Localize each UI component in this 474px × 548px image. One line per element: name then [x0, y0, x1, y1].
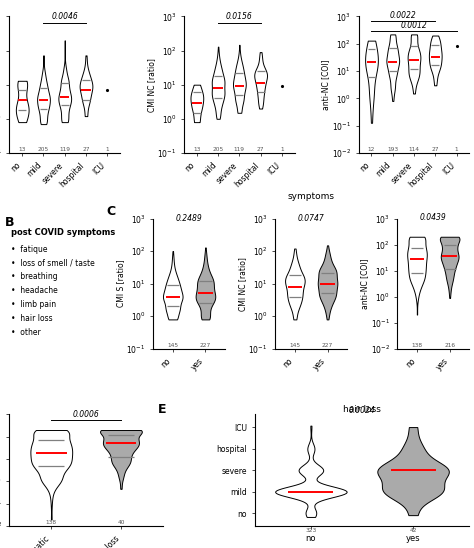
Text: 205: 205	[212, 146, 224, 152]
Text: 0.0046: 0.0046	[51, 12, 78, 21]
Y-axis label: anti-NC [COI]: anti-NC [COI]	[360, 259, 369, 309]
Text: 227: 227	[200, 342, 211, 347]
Text: 0.0156: 0.0156	[226, 12, 253, 21]
Text: 114: 114	[409, 147, 419, 152]
Text: 0.0024: 0.0024	[348, 407, 375, 415]
Text: 227: 227	[322, 342, 333, 347]
Text: 119: 119	[234, 146, 245, 152]
Text: •  hair loss: • hair loss	[11, 315, 53, 323]
Title: hair loss: hair loss	[343, 404, 381, 414]
Text: 40: 40	[117, 520, 125, 525]
Text: 1: 1	[280, 146, 284, 152]
Y-axis label: CMI NC [ratio]: CMI NC [ratio]	[238, 256, 247, 311]
Text: 138: 138	[411, 342, 422, 348]
Text: 145: 145	[167, 342, 178, 347]
Text: 0.0439: 0.0439	[420, 213, 447, 222]
Text: 145: 145	[289, 342, 301, 347]
Text: 216: 216	[444, 342, 455, 348]
Text: B: B	[5, 216, 14, 229]
Text: 42: 42	[410, 528, 417, 533]
Text: 1: 1	[105, 146, 109, 152]
Y-axis label: CMI S [ratio]: CMI S [ratio]	[116, 260, 125, 307]
Text: 0.2489: 0.2489	[176, 214, 202, 224]
Text: 13: 13	[193, 146, 201, 152]
Text: 0.0012: 0.0012	[401, 21, 428, 30]
Text: 1: 1	[455, 147, 458, 152]
Y-axis label: CMI NC [ratio]: CMI NC [ratio]	[147, 58, 156, 112]
Text: post COVID symptoms: post COVID symptoms	[11, 227, 116, 237]
Text: 323: 323	[305, 528, 317, 533]
Text: 27: 27	[257, 146, 264, 152]
Text: E: E	[158, 403, 167, 416]
Text: 27: 27	[82, 146, 90, 152]
Y-axis label: anti-NC [COI]: anti-NC [COI]	[321, 59, 330, 110]
Text: 205: 205	[38, 146, 49, 152]
Text: 138: 138	[46, 520, 57, 525]
Text: 12: 12	[368, 147, 375, 152]
Text: 119: 119	[59, 146, 70, 152]
Text: 0.0006: 0.0006	[73, 410, 100, 419]
Text: 193: 193	[387, 147, 398, 152]
Text: •  other: • other	[11, 328, 41, 337]
Text: •  breathing: • breathing	[11, 272, 58, 282]
Title: symptoms: symptoms	[288, 192, 335, 201]
Text: 13: 13	[18, 146, 26, 152]
Text: •  limb pain: • limb pain	[11, 300, 56, 309]
Text: •  loss of smell / taste: • loss of smell / taste	[11, 259, 95, 267]
Text: •  headache: • headache	[11, 287, 58, 295]
Text: 27: 27	[431, 147, 439, 152]
Text: •  fatique: • fatique	[11, 244, 48, 254]
Text: 0.0747: 0.0747	[298, 214, 325, 224]
Text: 0.0022: 0.0022	[390, 12, 417, 20]
Text: C: C	[107, 206, 116, 219]
